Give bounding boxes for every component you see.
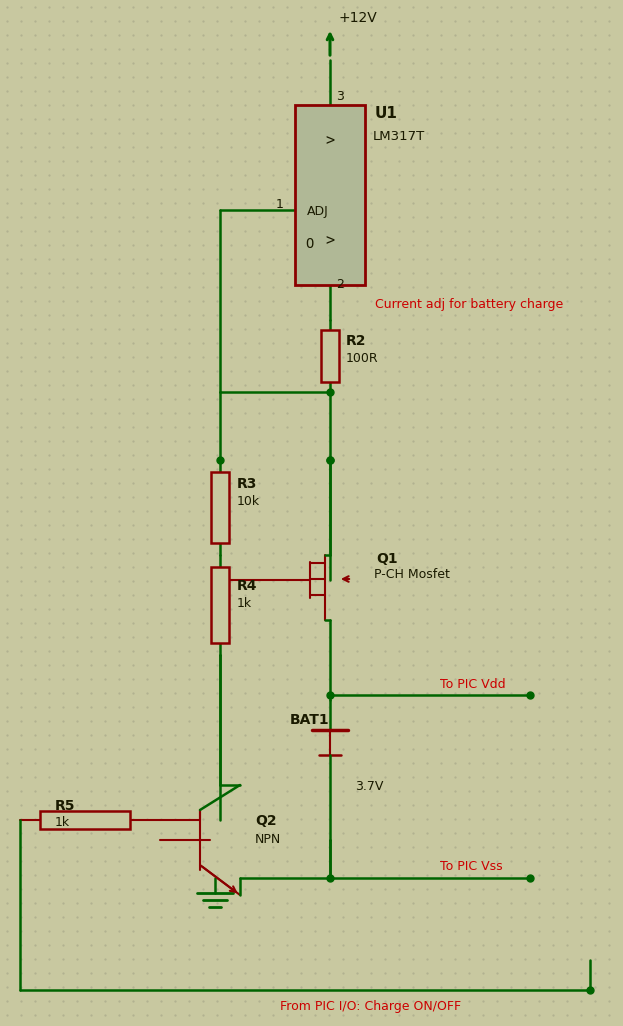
Text: Current adj for battery charge: Current adj for battery charge (375, 298, 563, 311)
Text: Q1: Q1 (376, 552, 397, 566)
Text: To PIC Vdd: To PIC Vdd (440, 678, 506, 690)
Bar (321, 330, 339, 382)
Text: From PIC I/O: Charge ON/OFF: From PIC I/O: Charge ON/OFF (280, 1000, 461, 1013)
Text: 10k: 10k (237, 495, 260, 508)
Text: To PIC Vss: To PIC Vss (440, 860, 503, 873)
Text: R2: R2 (346, 334, 366, 348)
Text: R5: R5 (55, 799, 75, 813)
Text: Q2: Q2 (255, 814, 277, 828)
Text: BAT1: BAT1 (290, 713, 330, 727)
Text: 3.7V: 3.7V (355, 780, 383, 793)
Text: 1k: 1k (237, 597, 252, 610)
Bar (40, 811, 130, 829)
Text: 2: 2 (336, 278, 344, 291)
Text: R4: R4 (237, 579, 257, 593)
Text: LM317T: LM317T (373, 130, 426, 143)
Text: U1: U1 (375, 106, 398, 121)
Text: R3: R3 (237, 477, 257, 491)
Text: O: O (305, 237, 313, 251)
Text: >: > (325, 233, 334, 248)
Bar (211, 567, 229, 643)
Text: P-CH Mosfet: P-CH Mosfet (374, 568, 450, 581)
Text: ADJ: ADJ (307, 205, 329, 218)
Bar (295, 105, 365, 285)
Text: NPN: NPN (255, 833, 281, 846)
Text: 3: 3 (336, 90, 344, 103)
Text: 1k: 1k (55, 816, 70, 829)
Text: +12V: +12V (339, 11, 378, 25)
Text: 1: 1 (276, 198, 284, 211)
Text: 100R: 100R (346, 352, 379, 365)
Text: >: > (325, 133, 334, 148)
Bar (211, 472, 229, 543)
